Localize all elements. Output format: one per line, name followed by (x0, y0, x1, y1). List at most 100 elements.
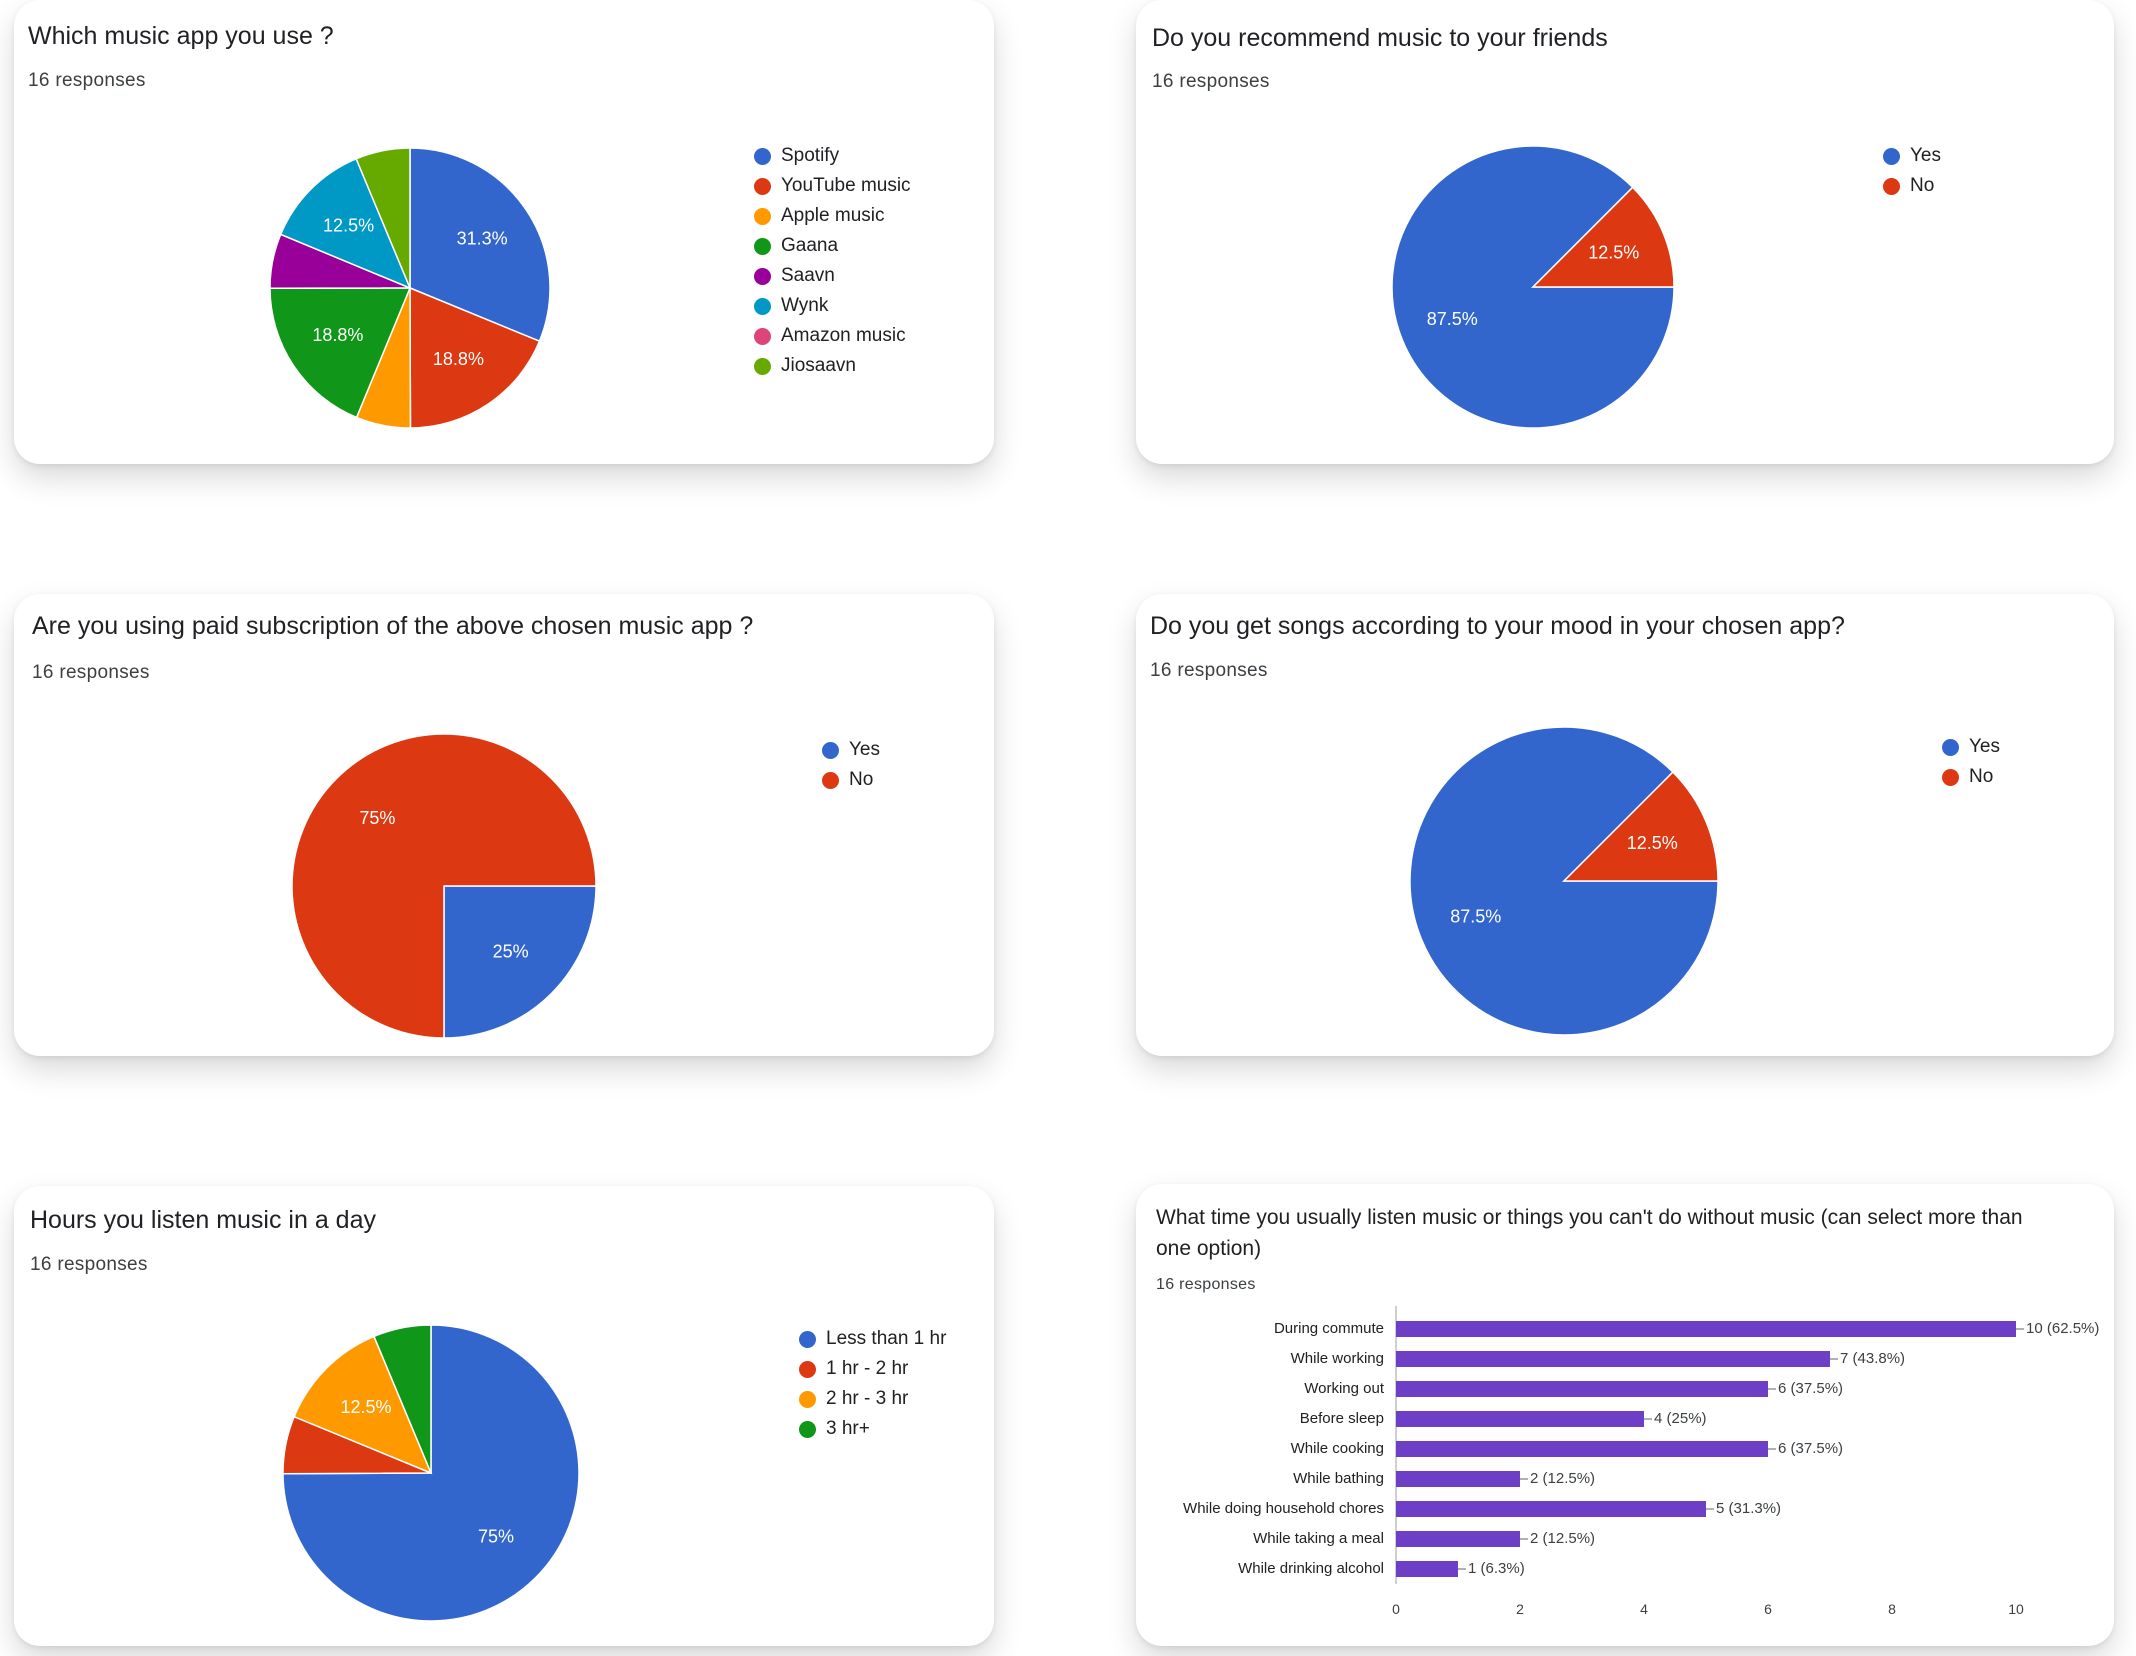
pie-slice-no (1562, 771, 1719, 882)
legend-label: No (1910, 175, 1935, 196)
legend-swatch (799, 1330, 816, 1348)
bar-value-label: 1 (6.3%) (1468, 1560, 1525, 1577)
legend-swatch (754, 177, 771, 195)
chart-legend: Yes No (1942, 732, 2000, 792)
chart-title: What time you usually listen music or th… (1156, 1206, 2023, 1260)
slice-label-2-hr-3-hr: 12.5% (340, 1397, 391, 1417)
slice-label-yes: 87.5% (1427, 309, 1478, 329)
slice-label-gaana: 18.8% (312, 325, 363, 345)
bar-category-label: While working (1291, 1350, 1384, 1367)
pie-slice-jiosaavn (355, 147, 411, 289)
response-count: 16 responses (28, 70, 146, 91)
chart-legend: Less than 1 hr 1 hr - 2 hr 2 hr - 3 hr 3 hr… (799, 1324, 946, 1444)
legend-item-3-hr: 3 hr+ (799, 1414, 946, 1444)
legend-item-amazon-music: Amazon music (754, 321, 911, 351)
pie-chart: 87.5% 12.5% (1391, 145, 1675, 429)
response-count: 16 responses (1150, 660, 1268, 681)
bar-category-label: While doing household chores (1183, 1500, 1384, 1517)
pie-slice-wynk (279, 157, 412, 290)
pie-slice-gaana (269, 287, 412, 419)
bar-value-label: 4 (25%) (1654, 1410, 1707, 1427)
legend-swatch (754, 327, 771, 345)
legend-swatch (754, 297, 771, 315)
chart-card-recommend: Do you recommend music to your friends 1… (1136, 0, 2114, 464)
bar-category-label: While drinking alcohol (1238, 1560, 1384, 1577)
response-count: 16 responses (32, 662, 150, 683)
legend-item-yes: Yes (1942, 732, 2000, 762)
bar-category-label: While cooking (1291, 1440, 1384, 1457)
legend-swatch (1883, 147, 1900, 165)
bar-category-label: Working out (1304, 1380, 1385, 1397)
x-tick-label: 4 (1640, 1601, 1648, 1617)
bar-category-label: During commute (1274, 1320, 1384, 1337)
legend-swatch (1883, 177, 1900, 195)
chart-card-hours: Hours you listen music in a day 16 respo… (14, 1186, 994, 1646)
x-tick-label: 2 (1516, 1601, 1524, 1617)
legend-swatch (822, 771, 839, 789)
response-count: 16 responses (1156, 1276, 1256, 1293)
x-tick-label: 0 (1392, 1601, 1400, 1617)
bar-value-label: 5 (31.3%) (1716, 1500, 1781, 1517)
chart-legend: Yes No (1883, 141, 1941, 201)
legend-item-less-than-1-hr: Less than 1 hr (799, 1324, 946, 1354)
legend-swatch (822, 741, 839, 759)
bar-value-label: 2 (12.5%) (1530, 1470, 1595, 1487)
pie-chart: 87.5% 12.5% (1409, 726, 1719, 1036)
legend-item-jiosaavn: Jiosaavn (754, 351, 911, 381)
legend-label: 2 hr - 3 hr (826, 1388, 909, 1409)
chart-card-mood-songs: Do you get songs according to your mood … (1136, 594, 2114, 1056)
legend-item-wynk: Wynk (754, 291, 911, 321)
bar-value-label: 6 (37.5%) (1778, 1440, 1843, 1457)
legend-swatch (754, 267, 771, 285)
x-tick-label: 8 (1888, 1601, 1896, 1617)
bar-category-label: While taking a meal (1253, 1530, 1384, 1547)
legend-label: Wynk (781, 295, 829, 316)
chart-card-listening-times: What time you usually listen music or th… (1136, 1184, 2114, 1646)
chart-title: Are you using paid subscription of the a… (32, 612, 754, 640)
legend-label: No (849, 769, 874, 790)
chart-title: Do you get songs according to your mood … (1150, 612, 1845, 640)
chart-title: Which music app you use ? (28, 22, 334, 50)
legend-swatch (1942, 768, 1959, 786)
bar-value-label: 6 (37.5%) (1778, 1380, 1843, 1397)
bar-working-out (1396, 1381, 1768, 1397)
legend-swatch (799, 1420, 816, 1438)
legend-item-no: No (1883, 171, 1941, 201)
legend-item-gaana: Gaana (754, 231, 911, 261)
bar-while-bathing (1396, 1471, 1520, 1487)
bar-while-doing-household-chores (1396, 1501, 1706, 1517)
legend-item-2-hr-3-hr: 2 hr - 3 hr (799, 1384, 946, 1414)
x-tick-label: 10 (2008, 1601, 2024, 1617)
legend-swatch (754, 237, 771, 255)
chart-card-music-app: Which music app you use ? 16 responses 3… (14, 0, 994, 464)
legend-swatch (799, 1360, 816, 1378)
bar-category-label: While bathing (1293, 1470, 1384, 1487)
slice-label-no: 75% (359, 808, 395, 828)
pie-slice-spotify (409, 147, 551, 343)
pie-slice-youtube-music (409, 286, 541, 429)
chart-legend: Spotify YouTube music Apple music Gaana Saav… (754, 141, 911, 381)
bar-while-taking-a-meal (1396, 1531, 1520, 1547)
legend-label: Saavn (781, 265, 835, 286)
legend-swatch (754, 207, 771, 225)
bar-value-label: 7 (43.8%) (1840, 1350, 1905, 1367)
response-count: 16 responses (1152, 71, 1270, 92)
slice-label-youtube-music: 18.8% (433, 349, 484, 369)
legend-label: Jiosaavn (781, 355, 856, 376)
legend-label: 3 hr+ (826, 1418, 870, 1439)
legend-item-yes: Yes (1883, 141, 1941, 171)
slice-label-wynk: 12.5% (323, 215, 374, 235)
legend-item-saavn: Saavn (754, 261, 911, 291)
legend-label: 1 hr - 2 hr (826, 1358, 909, 1379)
legend-swatch (754, 147, 771, 165)
chart-card-paid-subscription: Are you using paid subscription of the a… (14, 594, 994, 1056)
slice-label-no: 12.5% (1627, 833, 1678, 853)
bar-while-working (1396, 1351, 1830, 1367)
bar-value-label: 2 (12.5%) (1530, 1530, 1595, 1547)
bar-before-sleep (1396, 1411, 1644, 1427)
legend-label: YouTube music (781, 175, 911, 196)
bar-during-commute (1396, 1321, 2016, 1337)
legend-swatch (1942, 738, 1959, 756)
legend-item-1-hr-2-hr: 1 hr - 2 hr (799, 1354, 946, 1384)
x-tick-label: 6 (1764, 1601, 1772, 1617)
